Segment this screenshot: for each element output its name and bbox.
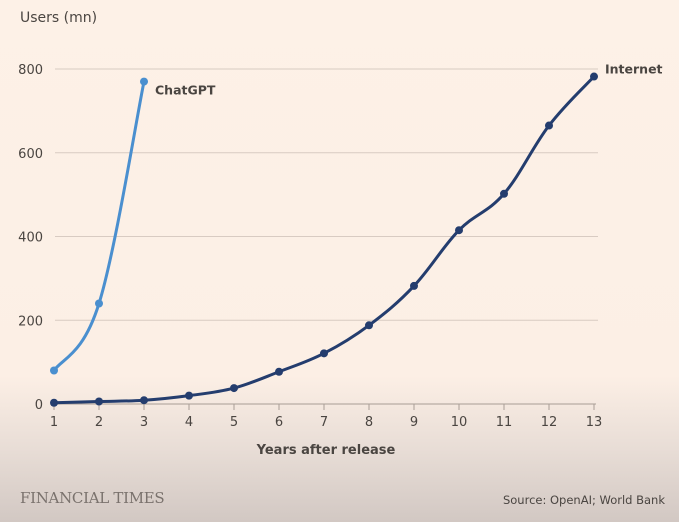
internet-point (500, 189, 508, 198)
x-tick-label: 4 (185, 415, 193, 430)
series-lines (50, 72, 598, 407)
x-tick-label: 11 (496, 415, 513, 430)
chatgpt-point (95, 299, 103, 308)
series-labels: ChatGPT Internet (155, 62, 663, 98)
internet-point (275, 367, 283, 376)
x-tick-label: 7 (320, 415, 328, 430)
y-tick-label: 0 (35, 398, 43, 413)
internet-point (140, 396, 148, 405)
chatgpt-point (50, 366, 58, 375)
x-tick-label: 5 (230, 415, 238, 430)
x-axis-title: Years after release (256, 443, 396, 458)
chatgpt-line (52, 80, 146, 372)
gridlines (55, 68, 598, 321)
x-tick-label: 2 (95, 415, 103, 430)
internet-point (410, 281, 418, 290)
x-tick-label: 9 (410, 415, 418, 430)
y-tick-labels: 0 200 400 600 800 (18, 63, 43, 413)
internet-point (320, 349, 328, 358)
internet-label: Internet (605, 62, 663, 77)
y-tick-label: 800 (18, 63, 43, 78)
ft-logo: FINANCIAL TIMES (20, 489, 165, 507)
chatgpt-point (140, 77, 148, 86)
internet-point (545, 121, 553, 130)
chatgpt-label: ChatGPT (155, 83, 216, 98)
y-tick-label: 600 (18, 147, 43, 162)
internet-point (365, 321, 373, 330)
internet-point (95, 397, 103, 406)
internet-point (50, 398, 58, 407)
internet-point (590, 72, 598, 81)
y-tick-label: 400 (18, 231, 43, 246)
x-tick-label: 1 (50, 415, 58, 430)
x-tick-label: 8 (365, 415, 373, 430)
y-tick-label: 200 (18, 314, 43, 329)
internet-point (230, 384, 238, 393)
x-tick-label: 10 (451, 415, 468, 430)
x-axis: 1 2 3 4 5 6 7 8 9 10 11 12 13 (50, 403, 603, 430)
internet-point (185, 391, 193, 400)
x-tick-label: 3 (140, 415, 148, 430)
source-note: Source: OpenAI; World Bank (502, 493, 665, 507)
x-tick-label: 12 (541, 415, 558, 430)
internet-point (455, 226, 463, 235)
x-tick-label: 6 (275, 415, 283, 430)
x-tick-label: 13 (586, 415, 603, 430)
y-axis-title: Users (mn) (20, 10, 98, 26)
